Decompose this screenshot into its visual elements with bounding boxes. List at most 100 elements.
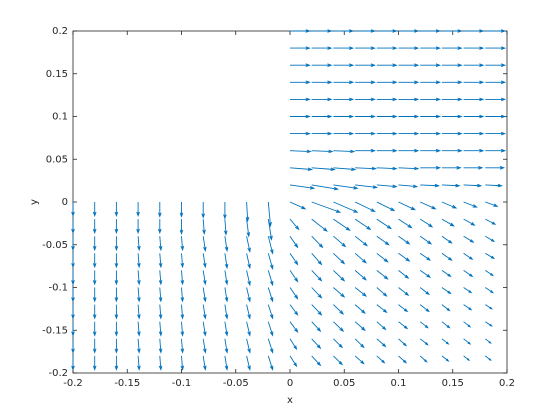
arrow [180, 355, 185, 371]
arrow [114, 321, 119, 337]
arrow [202, 338, 207, 354]
arrow [376, 252, 389, 263]
arrow [441, 287, 452, 295]
arrow [419, 304, 430, 313]
arrow [289, 218, 300, 231]
arrow [463, 131, 485, 136]
x-tick-label: 0.2 [499, 378, 515, 389]
arrow [333, 149, 356, 154]
arrow [485, 114, 507, 119]
arrow [290, 97, 311, 102]
arrow [289, 201, 307, 210]
arrow [485, 97, 507, 102]
arrow [355, 166, 378, 171]
arrow [158, 287, 163, 303]
arrow [376, 46, 398, 50]
arrow [419, 287, 430, 296]
arrow [355, 148, 376, 153]
x-tick-label: -0.05 [223, 378, 249, 389]
arrow [398, 148, 420, 153]
arrow [463, 29, 485, 33]
arrow [463, 270, 474, 278]
arrow [114, 270, 119, 286]
arrow [311, 46, 333, 50]
arrow [71, 338, 75, 354]
arrow [485, 218, 497, 225]
arrow [376, 148, 398, 153]
arrow [333, 167, 357, 172]
arrow [355, 97, 376, 102]
arrow [398, 252, 411, 262]
arrow [311, 355, 322, 367]
arrow [202, 304, 207, 320]
arrow [333, 218, 351, 231]
arrow [376, 304, 388, 314]
arrow [398, 166, 420, 171]
arrow [333, 287, 346, 298]
arrow [137, 253, 141, 269]
arrow [71, 253, 75, 269]
arrow [180, 287, 185, 303]
arrow [223, 202, 227, 220]
arrow [114, 338, 119, 354]
y-tick-label: 0 [62, 197, 68, 208]
arrow [71, 355, 75, 371]
arrow [92, 287, 97, 303]
arrow [463, 355, 471, 361]
arrow [463, 235, 475, 243]
arrow [158, 270, 163, 286]
arrow [419, 321, 429, 329]
arrow [376, 201, 396, 212]
arrow [463, 114, 485, 119]
arrow [311, 97, 333, 102]
arrow [376, 97, 398, 102]
arrow [245, 201, 250, 223]
arrow [463, 183, 483, 188]
arrow [485, 183, 503, 188]
arrow [441, 183, 461, 188]
arrow [311, 253, 323, 266]
arrow [92, 355, 97, 371]
arrow [289, 167, 314, 172]
arrow [376, 80, 398, 85]
arrow [71, 304, 75, 320]
arrow [311, 218, 328, 232]
arrow [311, 149, 334, 154]
arrow [354, 338, 365, 349]
arrow [180, 338, 185, 354]
arrow [333, 63, 355, 67]
arrow [398, 201, 416, 211]
arrow [398, 338, 408, 347]
y-tick-label: 0.1 [52, 112, 68, 123]
arrow [354, 270, 367, 281]
arrow [333, 252, 346, 265]
arrow [158, 304, 163, 320]
arrow [441, 97, 463, 102]
arrow [202, 270, 207, 286]
y-tick-label: 0.2 [52, 26, 68, 37]
arrow [485, 148, 507, 153]
arrow [180, 304, 185, 320]
arrow [289, 287, 299, 300]
arrow [289, 184, 316, 190]
arrow [311, 167, 336, 172]
arrow [398, 97, 420, 102]
arrow [463, 80, 485, 85]
arrow [180, 321, 185, 337]
arrow [311, 63, 333, 67]
arrow [224, 270, 229, 286]
arrow [114, 202, 119, 218]
arrow [376, 218, 393, 230]
arrow [71, 321, 75, 337]
arrow [311, 131, 333, 136]
arrow [311, 29, 333, 33]
arrow [463, 304, 473, 311]
arrow [137, 236, 141, 252]
arrow [201, 202, 205, 219]
arrow [419, 355, 428, 363]
arrow [398, 80, 420, 85]
arrow [92, 321, 97, 337]
arrow [333, 355, 344, 366]
arrow [136, 219, 140, 235]
y-tick-label: -0.1 [48, 283, 68, 294]
